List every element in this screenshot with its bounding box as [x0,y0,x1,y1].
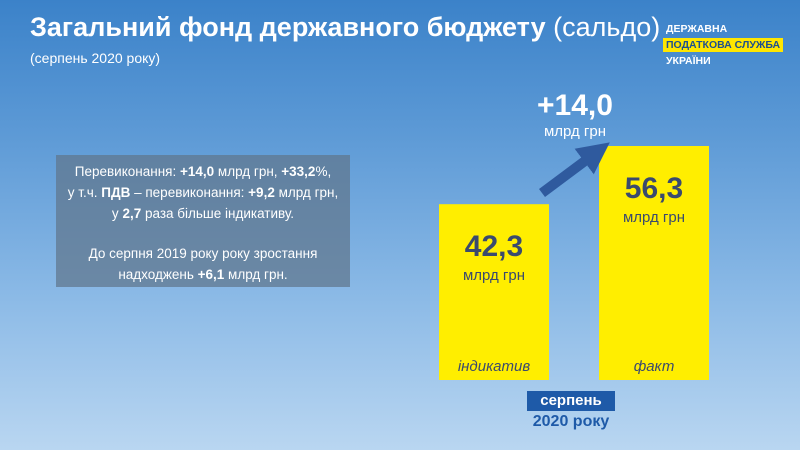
logo-line-1: ДЕРЖАВНА [666,23,728,35]
bar-unit-label-indicative: млрд грн [463,267,525,284]
logo-line-2: ПОДАТКОВА СЛУЖБА [663,38,784,52]
info-line-5: надходжень +6,1 млрд грн. [118,267,288,282]
info-line-4: До серпня 2019 року року зростання [88,246,318,261]
page-title: Загальний фонд державного бюджету (сальд… [30,12,660,43]
bar-unit-label-actual: млрд грн [623,209,685,226]
info-box: Перевиконання: +14,0 млрд грн, +33,2%, у… [56,155,350,287]
category-label-actual: факт [634,358,675,375]
logo-line-3: УКРАЇНИ [666,55,711,67]
bar-value-label-actual: 56,3 [625,172,683,205]
bar-actual [599,146,709,380]
period-year: 2020 року [532,413,610,430]
info-line-2: у т.ч. ПДВ – перевиконання: +9,2 млрд гр… [67,185,339,200]
title-suffix: (сальдо) [553,12,661,42]
category-label-indicative: індикатив [458,358,530,375]
difference-value: +14,0 [537,89,613,122]
info-line-3: у 2,7 раза більше індикативу. [111,206,295,221]
increase-arrow [539,142,610,198]
bar-value-label-indicative: 42,3 [465,230,523,263]
info-line-1: Перевиконання: +14,0 млрд грн, +33,2%, [74,164,332,179]
bar-indicative [439,204,549,380]
title-main: Загальний фонд державного бюджету [30,12,546,42]
page-subtitle: (серпень 2020 року) [30,50,161,66]
period-month: серпень [527,391,615,411]
difference-unit: млрд грн [544,123,606,140]
tax-service-logo: ДЕРЖАВНА ПОДАТКОВА СЛУЖБА УКРАЇНИ [663,21,784,69]
